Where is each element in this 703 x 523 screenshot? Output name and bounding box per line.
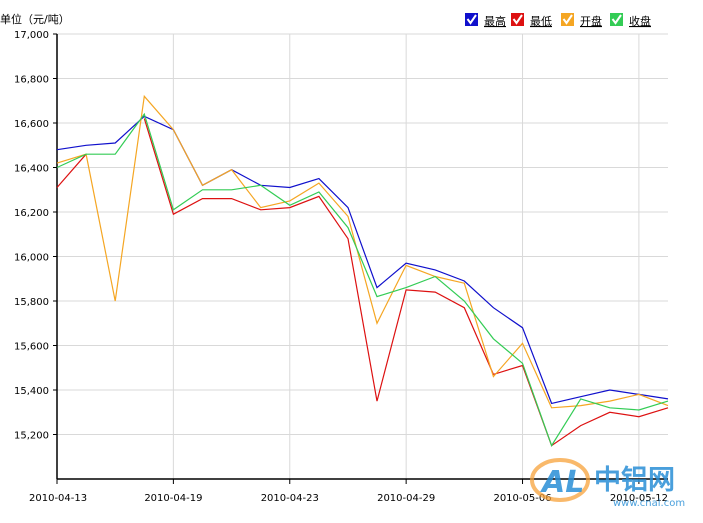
watermark-brand: 中铝网 [594,465,675,496]
y-tick-label: 17,000 [14,30,49,41]
series-line-开盘 [57,96,668,408]
series-lines [57,96,668,445]
legend-label[interactable]: 收盘 [629,14,651,28]
legend-item[interactable]: 最低 [511,13,552,28]
legend-item[interactable]: 收盘 [610,13,651,28]
y-tick-label: 15,800 [14,297,49,308]
legend-item[interactable]: 最高 [465,13,506,28]
y-tick-label: 16,000 [14,253,49,264]
x-tick-label: 2010-04-13 [29,493,87,504]
y-tick-label: 15,200 [14,431,49,442]
y-tick-label: 16,200 [14,208,49,219]
series-line-收盘 [57,114,668,446]
legend-label[interactable]: 最低 [530,15,552,28]
y-tick-label: 16,600 [14,119,49,130]
y-tick-label: 15,400 [14,386,49,397]
y-axis-ticks: 15,200 15,400 15,600 15,800 16,000 16,200 16,4… [14,30,57,442]
unit-label: 单位（元/吨） [0,12,70,26]
legend-label[interactable]: 开盘 [580,14,602,28]
watermark-logo-letters: AL [540,465,584,500]
x-tick-label: 2010-04-23 [261,493,319,504]
legend-item[interactable]: 开盘 [561,13,602,28]
y-tick-label: 16,800 [14,75,49,86]
x-tick-label: 2010-04-19 [144,493,202,504]
y-tick-label: 16,400 [14,164,49,175]
series-line-最高 [57,116,668,403]
y-tick-label: 15,600 [14,342,49,353]
x-tick-label: 2010-04-29 [377,493,435,504]
watermark-site: www.cnal.com [613,498,685,509]
legend-label[interactable]: 最高 [484,14,506,28]
legend: 最高 最低 开盘 收盘 [465,13,651,28]
watermark: AL 中铝网 www.cnal.com [532,460,685,509]
